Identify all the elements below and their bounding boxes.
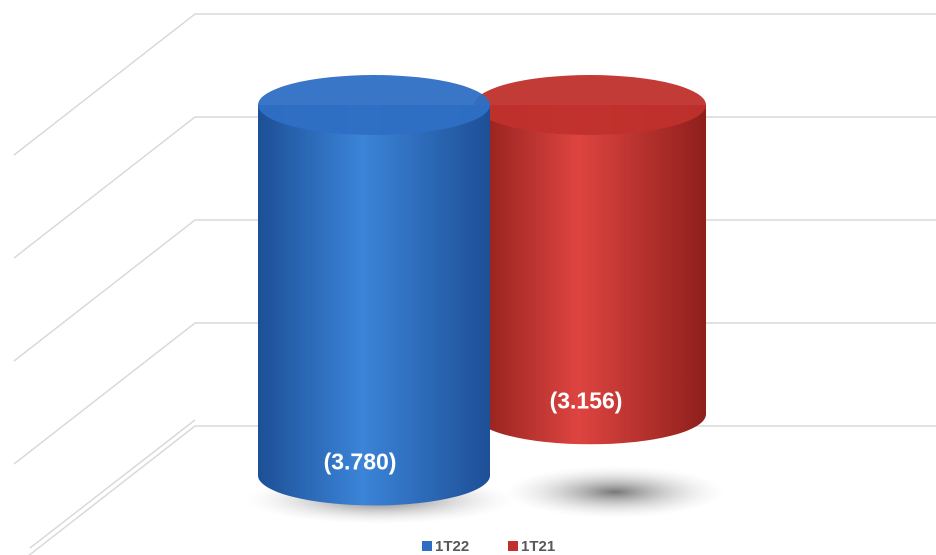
grid-line [13,13,936,156]
floor-edge [29,419,196,549]
cylinder-top [258,75,490,135]
cylinder-body [474,105,706,445]
data-label: (3.780) [324,449,397,475]
legend-label: 1T21 [521,538,555,555]
cylinder [474,75,706,445]
legend-swatch [508,541,518,551]
cylinder-top [474,75,706,135]
data-label: (3.156) [550,387,623,413]
cylinder-body [258,105,490,506]
cylinder [258,75,490,506]
legend-swatch [422,541,432,551]
shadow [505,466,725,518]
legend-label: 1T22 [435,538,469,555]
